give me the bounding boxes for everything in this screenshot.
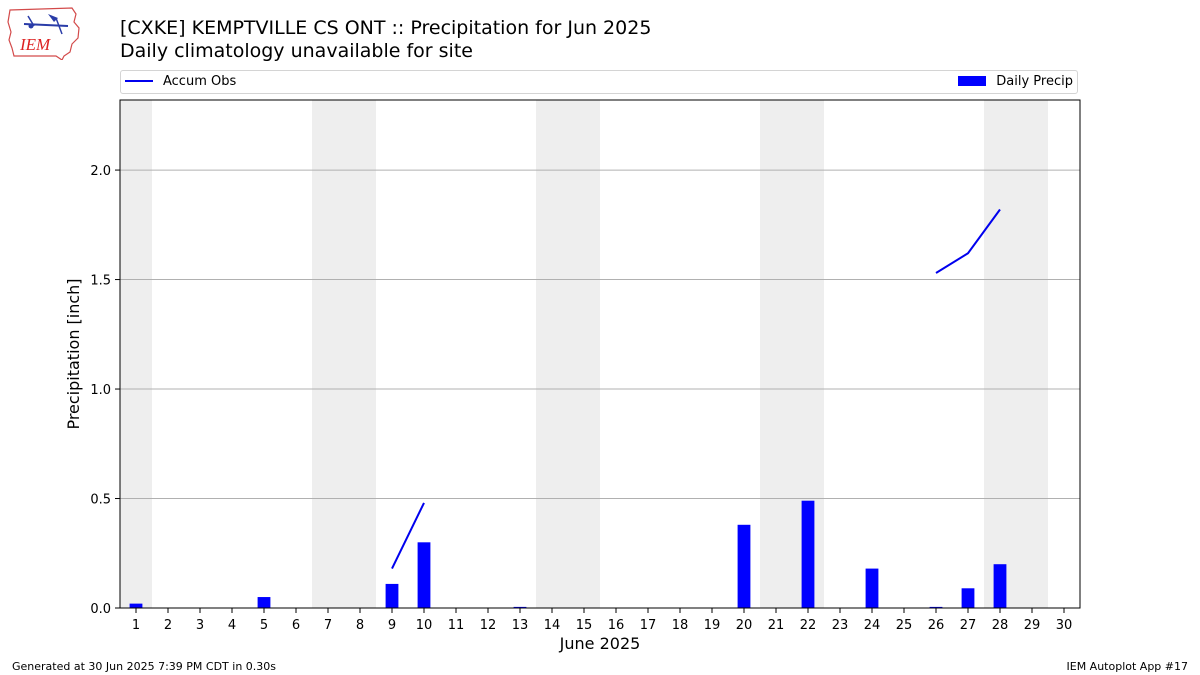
daily-precip-bar: [993, 564, 1007, 608]
iem-logo[interactable]: IEM: [6, 4, 82, 60]
legend-item-accum-obs: Accum Obs: [125, 74, 236, 90]
weekend-shade-band: [536, 100, 600, 608]
x-tick-label: 6: [292, 618, 300, 633]
weekend-shade-band: [120, 100, 152, 608]
daily-precip-bar: [929, 606, 943, 608]
y-tick-label: 0.5: [90, 493, 111, 508]
daily-precip-bar: [801, 500, 815, 608]
logo-text: IEM: [19, 35, 51, 54]
plot-frame: [119, 99, 1081, 609]
daily-precip-bar: [385, 583, 399, 608]
x-tick-label: 12: [480, 618, 497, 633]
legend-bar-swatch: [958, 75, 987, 86]
x-tick-label: 10: [416, 618, 433, 633]
x-tick-label: 3: [196, 618, 204, 633]
legend-item-daily-precip: Daily Precip: [958, 74, 1073, 90]
weekend-shade-band: [984, 100, 1048, 608]
daily-precip-bar: [961, 588, 975, 608]
x-tick-label: 8: [356, 618, 364, 633]
x-tick-label: 17: [640, 618, 657, 633]
daily-precip-bar: [417, 542, 431, 608]
accum-obs-line: [935, 208, 1001, 274]
weekend-shade-band: [760, 100, 824, 608]
legend-line-swatch: [125, 79, 153, 82]
y-tick-label: 0.0: [90, 602, 111, 617]
x-tick-label: 20: [736, 618, 753, 633]
y-tick-label: 1.0: [90, 383, 111, 398]
chart-subtitle: Daily climatology unavailable for site: [120, 40, 473, 62]
legend-label-accum-obs: Accum Obs: [163, 74, 237, 89]
accum-obs-line: [391, 502, 425, 570]
y-axis-label: Precipitation [inch]: [64, 278, 83, 429]
y-tick-label: 2.0: [90, 164, 111, 179]
daily-precip-bar: [129, 603, 143, 608]
x-tick-label: 21: [768, 618, 785, 633]
x-tick-label: 9: [388, 618, 396, 633]
x-tick-label: 4: [228, 618, 236, 633]
chart-title: [CXKE] KEMPTVILLE CS ONT :: Precipitatio…: [120, 17, 652, 39]
legend-label-daily-precip: Daily Precip: [996, 74, 1073, 89]
weekend-shade-band: [312, 100, 376, 608]
chart-legend: Accum Obs Daily Precip: [120, 70, 1078, 94]
y-tick-label: 1.5: [90, 274, 111, 289]
x-tick-label: 24: [864, 618, 881, 633]
x-axis-label: June 2025: [559, 634, 641, 653]
x-tick-label: 15: [576, 618, 593, 633]
x-tick-label: 18: [672, 618, 689, 633]
app-id-label: IEM Autoplot App #17: [1066, 660, 1189, 673]
x-tick-label: 7: [324, 618, 332, 633]
x-tick-label: 27: [960, 618, 977, 633]
daily-precip-bar: [513, 606, 527, 608]
daily-precip-bar: [257, 597, 271, 608]
x-tick-label: 25: [896, 618, 913, 633]
x-tick-label: 2: [164, 618, 172, 633]
x-tick-label: 26: [928, 618, 945, 633]
x-tick-label: 29: [1024, 618, 1041, 633]
daily-precip-bar: [737, 524, 751, 608]
x-tick-label: 1: [132, 618, 140, 633]
x-tick-label: 14: [544, 618, 561, 633]
daily-precip-bar: [865, 568, 879, 608]
x-tick-label: 30: [1056, 618, 1073, 633]
x-tick-label: 11: [448, 618, 465, 633]
x-tick-label: 5: [260, 618, 268, 633]
x-tick-label: 22: [800, 618, 817, 633]
x-tick-label: 23: [832, 618, 849, 633]
x-tick-label: 13: [512, 618, 529, 633]
x-tick-label: 28: [992, 618, 1009, 633]
iem-iowa-logo-icon: IEM: [7, 7, 80, 60]
x-tick-label: 16: [608, 618, 625, 633]
x-tick-label: 19: [704, 618, 721, 633]
generated-timestamp: Generated at 30 Jun 2025 7:39 PM CDT in …: [12, 660, 277, 673]
